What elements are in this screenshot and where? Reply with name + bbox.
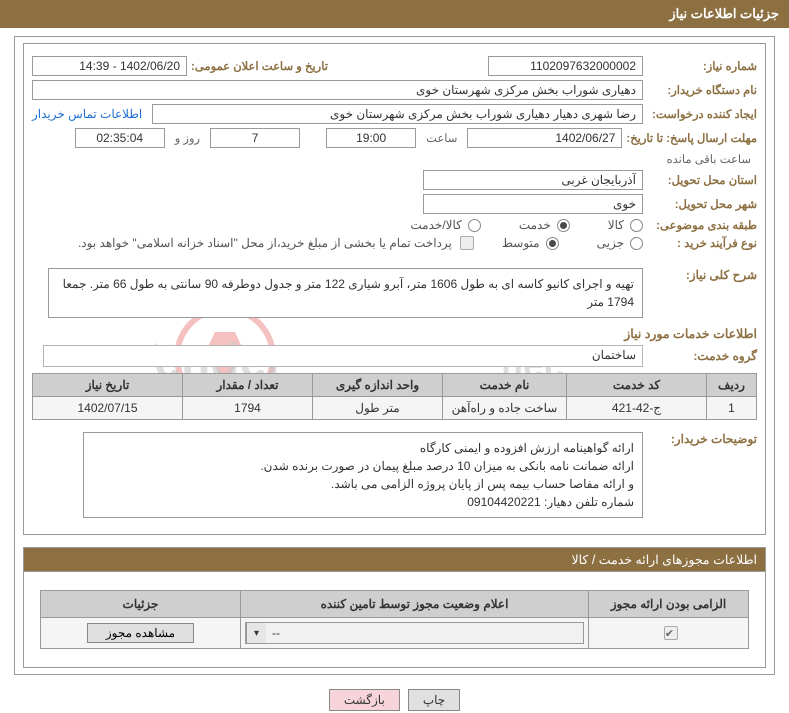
need-details-section: شماره نیاز: 1102097632000002 تاریخ و ساع… — [23, 43, 766, 535]
permit-dropdown-value: -- — [266, 626, 583, 640]
permit-section-header: اطلاعات مجوزهای ارائه خدمت / کالا — [23, 547, 766, 571]
action-buttons: چاپ بازگشت — [0, 689, 789, 711]
svc-th: کد خدمت — [567, 374, 707, 397]
note-line: ارائه گواهینامه ارزش افزوده و ایمنی کارگ… — [92, 439, 634, 457]
label-svc-group: گروه خدمت: — [647, 349, 757, 363]
label-need-no: شماره نیاز: — [647, 59, 757, 73]
chevron-down-icon: ▾ — [246, 623, 266, 643]
label-requester: ایجاد کننده درخواست: — [647, 107, 757, 121]
table-cell: ساخت جاده و راه‌آهن — [443, 397, 567, 420]
note-line: و ارائه مفاصا حساب بیمه پس از پایان پروژ… — [92, 475, 634, 493]
buyer-notes: ارائه گواهینامه ارزش افزوده و ایمنی کارگ… — [83, 432, 643, 518]
permit-status-cell: -- ▾ — [241, 618, 589, 649]
value-days: 7 — [210, 128, 300, 148]
permit-mandatory-cell — [589, 618, 749, 649]
main-container: AriaTender .net شماره نیاز: 110209763200… — [14, 36, 775, 675]
radio-service[interactable]: خدمت — [519, 218, 570, 232]
permit-details-cell: مشاهده مجوز — [41, 618, 241, 649]
radio-service-label: خدمت — [519, 218, 551, 232]
label-category: طبقه بندی موضوعی: — [647, 218, 757, 232]
label-buyer-org: نام دستگاه خریدار: — [647, 83, 757, 97]
value-requester: رضا شهری دهیار دهیاری شوراب بخش مرکزی شه… — [152, 104, 643, 124]
table-cell: متر طول — [313, 397, 443, 420]
value-deadline-date: 1402/06/27 — [467, 128, 622, 148]
label-deadline: مهلت ارسال پاسخ: تا تاریخ: — [626, 131, 757, 145]
svc-th: نام خدمت — [443, 374, 567, 397]
svc-th: تاریخ نیاز — [33, 374, 183, 397]
radio-service-circle — [557, 219, 570, 232]
radio-minor-label: جزیی — [597, 236, 624, 250]
label-announce: تاریخ و ساعت اعلان عمومی: — [191, 59, 328, 73]
buyer-contact-link[interactable]: اطلاعات تماس خریدار — [32, 107, 142, 121]
svc-th: واحد اندازه گیری — [313, 374, 443, 397]
radio-goods-circle — [630, 219, 643, 232]
permit-status-dropdown[interactable]: -- ▾ — [245, 622, 584, 644]
value-deadline-time: 19:00 — [326, 128, 416, 148]
radio-goods-label: کالا — [608, 218, 624, 232]
svc-th: تعداد / مقدار — [183, 374, 313, 397]
label-city: شهر محل تحویل: — [647, 197, 757, 211]
table-cell: 1 — [707, 397, 757, 420]
permit-section-title: اطلاعات مجوزهای ارائه خدمت / کالا — [571, 553, 757, 567]
radio-minor-circle — [630, 237, 643, 250]
page-title: جزئیات اطلاعات نیاز — [669, 6, 779, 21]
value-desc: تهیه و اجرای کانیو کاسه ای به طول 1606 م… — [48, 268, 643, 318]
label-buyer-notes: توضیحات خریدار: — [647, 432, 757, 446]
svc-section-title: اطلاعات خدمات مورد نیاز — [32, 326, 757, 341]
permit-section: الزامی بودن ارائه مجوزاعلام وضعیت مجوز ت… — [23, 571, 766, 668]
table-cell: 1794 — [183, 397, 313, 420]
view-permit-button[interactable]: مشاهده مجوز — [87, 623, 194, 643]
radio-goods[interactable]: کالا — [608, 218, 643, 232]
value-buyer-org: دهیاری شوراب بخش مرکزی شهرستان خوی — [32, 80, 643, 100]
radio-both-label: کالا/خدمت — [410, 218, 461, 232]
radio-medium-label: متوسط — [502, 236, 540, 250]
permit-mandatory-checkbox[interactable] — [664, 626, 678, 640]
label-process: نوع فرآیند خرید : — [647, 236, 757, 250]
permit-th: الزامی بودن ارائه مجوز — [589, 591, 749, 618]
svc-th: ردیف — [707, 374, 757, 397]
value-remaining: 02:35:04 — [75, 128, 165, 148]
label-desc: شرح کلی نیاز: — [647, 268, 757, 282]
value-city: خوی — [423, 194, 643, 214]
label-time: ساعت — [426, 131, 457, 145]
service-table: ردیفکد خدمتنام خدمتواحد اندازه گیریتعداد… — [32, 373, 757, 420]
page-header: جزئیات اطلاعات نیاز — [0, 0, 789, 28]
table-row: 1ج-42-421ساخت جاده و راه‌آهنمتر طول17941… — [33, 397, 757, 420]
value-svc-group: ساختمان — [43, 345, 643, 367]
table-cell: 1402/07/15 — [33, 397, 183, 420]
payment-checkbox[interactable] — [460, 236, 474, 250]
radio-medium-circle — [546, 237, 559, 250]
payment-note: پرداخت تمام یا بخشی از مبلغ خرید،از محل … — [78, 236, 452, 250]
radio-both[interactable]: کالا/خدمت — [410, 218, 480, 232]
value-province: آذربایجان غربی — [423, 170, 643, 190]
radio-medium[interactable]: متوسط — [502, 236, 559, 250]
back-button[interactable]: بازگشت — [329, 689, 400, 711]
note-line: ارائه ضمانت نامه بانکی به میزان 10 درصد … — [92, 457, 634, 475]
label-days: روز و — [175, 131, 200, 145]
permit-th: اعلام وضعیت مجوز توسط تامین کننده — [241, 591, 589, 618]
permit-table: الزامی بودن ارائه مجوزاعلام وضعیت مجوز ت… — [40, 590, 749, 649]
value-announce: 1402/06/20 - 14:39 — [32, 56, 187, 76]
label-province: استان محل تحویل: — [647, 173, 757, 187]
radio-minor[interactable]: جزیی — [597, 236, 643, 250]
print-button[interactable]: چاپ — [408, 689, 460, 711]
value-need-no: 1102097632000002 — [488, 56, 643, 76]
permit-th: جزئیات — [41, 591, 241, 618]
table-cell: ج-42-421 — [567, 397, 707, 420]
radio-both-circle — [468, 219, 481, 232]
note-line: شماره تلفن دهیار: 09104420221 — [92, 493, 634, 511]
label-remaining: ساعت باقی مانده — [667, 152, 751, 166]
